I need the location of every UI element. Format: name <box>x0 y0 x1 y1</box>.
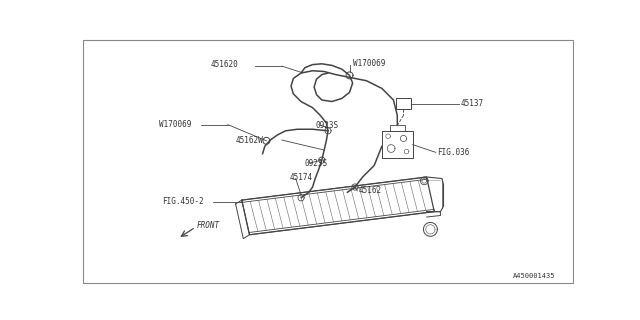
Text: FIG.036: FIG.036 <box>437 148 470 157</box>
Text: 0923S: 0923S <box>316 121 339 130</box>
Text: FIG.450-2: FIG.450-2 <box>163 197 204 206</box>
Text: 451620: 451620 <box>211 60 239 69</box>
Text: FRONT: FRONT <box>197 221 220 230</box>
Text: W170069: W170069 <box>353 59 385 68</box>
Text: 45174: 45174 <box>289 172 312 181</box>
Text: 45162: 45162 <box>359 186 382 195</box>
Text: 0923S: 0923S <box>305 159 328 168</box>
Text: 45162W: 45162W <box>236 136 263 145</box>
Text: A450001435: A450001435 <box>513 273 556 278</box>
Text: W170069: W170069 <box>159 120 191 129</box>
Text: 45137: 45137 <box>460 99 484 108</box>
